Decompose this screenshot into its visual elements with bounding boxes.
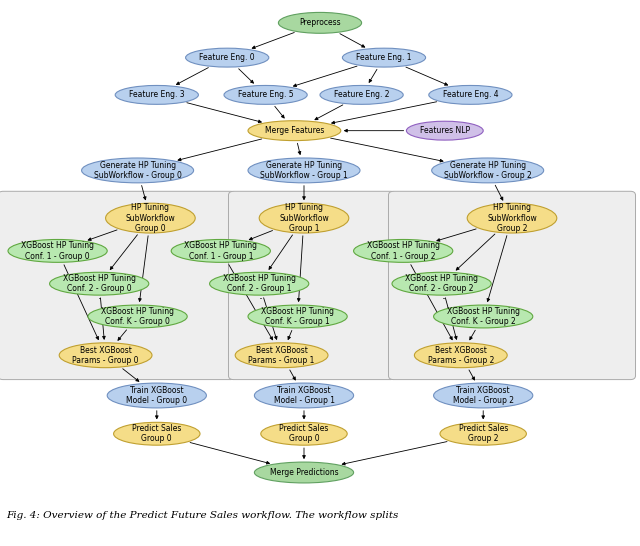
Text: ·: ·	[442, 293, 445, 306]
Ellipse shape	[255, 462, 354, 483]
Text: XGBoost HP Tuning
Conf. 1 - Group 2: XGBoost HP Tuning Conf. 1 - Group 2	[367, 241, 440, 260]
Text: Predict Sales
Group 0: Predict Sales Group 0	[132, 424, 182, 443]
Ellipse shape	[432, 158, 544, 183]
Ellipse shape	[115, 86, 198, 104]
Ellipse shape	[172, 240, 270, 262]
Text: Generate HP Tuning
SubWorkflow - Group 1: Generate HP Tuning SubWorkflow - Group 1	[260, 161, 348, 180]
FancyBboxPatch shape	[228, 191, 396, 379]
Text: Merge Features: Merge Features	[265, 126, 324, 135]
Text: Best XGBoost
Params - Group 0: Best XGBoost Params - Group 0	[72, 346, 139, 365]
Ellipse shape	[255, 383, 354, 408]
Text: Feature Eng. 4: Feature Eng. 4	[443, 91, 498, 99]
Ellipse shape	[108, 383, 206, 408]
Text: XGBoost HP Tuning
Conf. 1 - Group 0: XGBoost HP Tuning Conf. 1 - Group 0	[21, 241, 94, 260]
Text: ·: ·	[97, 293, 101, 306]
Text: Merge Predictions: Merge Predictions	[269, 468, 339, 477]
Text: ·: ·	[259, 293, 262, 306]
Text: Generate HP Tuning
SubWorkflow - Group 2: Generate HP Tuning SubWorkflow - Group 2	[444, 161, 532, 180]
Text: Predict Sales
Group 0: Predict Sales Group 0	[279, 424, 329, 443]
Ellipse shape	[342, 48, 426, 67]
Text: Feature Eng. 0: Feature Eng. 0	[200, 53, 255, 62]
Ellipse shape	[60, 343, 152, 367]
Text: Preprocess: Preprocess	[299, 19, 341, 27]
Ellipse shape	[236, 343, 328, 367]
Text: Train XGBoost
Model - Group 1: Train XGBoost Model - Group 1	[273, 386, 335, 405]
Text: Feature Eng. 2: Feature Eng. 2	[334, 91, 389, 99]
Ellipse shape	[106, 203, 195, 233]
Ellipse shape	[248, 158, 360, 183]
Text: Features NLP: Features NLP	[420, 126, 470, 135]
Ellipse shape	[467, 203, 557, 233]
Ellipse shape	[210, 272, 309, 295]
Text: XGBoost HP Tuning
Conf. 2 - Group 0: XGBoost HP Tuning Conf. 2 - Group 0	[63, 274, 136, 293]
Ellipse shape	[278, 13, 362, 33]
Ellipse shape	[186, 48, 269, 67]
Ellipse shape	[248, 121, 341, 141]
Ellipse shape	[392, 272, 492, 295]
Ellipse shape	[406, 121, 483, 140]
Text: Train XGBoost
Model - Group 2: Train XGBoost Model - Group 2	[452, 386, 514, 405]
Ellipse shape	[353, 240, 453, 262]
Text: Feature Eng. 3: Feature Eng. 3	[129, 91, 184, 99]
Ellipse shape	[224, 86, 307, 104]
Text: Fig. 4: Overview of the Predict Future Sales workflow. The workflow splits: Fig. 4: Overview of the Predict Future S…	[6, 511, 399, 519]
Ellipse shape	[261, 422, 347, 445]
Ellipse shape	[8, 240, 107, 262]
FancyBboxPatch shape	[388, 191, 636, 379]
Ellipse shape	[114, 422, 200, 445]
Text: Generate HP Tuning
SubWorkflow - Group 0: Generate HP Tuning SubWorkflow - Group 0	[93, 161, 182, 180]
Text: Best XGBoost
Params - Group 1: Best XGBoost Params - Group 1	[248, 346, 315, 365]
Ellipse shape	[440, 422, 527, 445]
Ellipse shape	[88, 305, 188, 328]
Text: Best XGBoost
Params - Group 2: Best XGBoost Params - Group 2	[428, 346, 494, 365]
Ellipse shape	[82, 158, 193, 183]
Text: Feature Eng. 1: Feature Eng. 1	[356, 53, 412, 62]
Text: XGBoost HP Tuning
Conf. 2 - Group 2: XGBoost HP Tuning Conf. 2 - Group 2	[405, 274, 478, 293]
Ellipse shape	[248, 305, 348, 328]
Ellipse shape	[415, 343, 507, 367]
Ellipse shape	[434, 383, 532, 408]
Ellipse shape	[429, 86, 512, 104]
FancyBboxPatch shape	[0, 191, 236, 379]
Text: HP Tuning
SubWorkflow
Group 0: HP Tuning SubWorkflow Group 0	[125, 203, 175, 233]
Text: Train XGBoost
Model - Group 0: Train XGBoost Model - Group 0	[126, 386, 188, 405]
Text: XGBoost HP Tuning
Conf. 1 - Group 1: XGBoost HP Tuning Conf. 1 - Group 1	[184, 241, 257, 260]
Text: HP Tuning
SubWorkflow
Group 2: HP Tuning SubWorkflow Group 2	[487, 203, 537, 233]
Ellipse shape	[50, 272, 149, 295]
Text: Predict Sales
Group 2: Predict Sales Group 2	[458, 424, 508, 443]
Text: XGBoost HP Tuning
Conf. K - Group 2: XGBoost HP Tuning Conf. K - Group 2	[447, 307, 520, 326]
Ellipse shape	[320, 86, 403, 104]
Ellipse shape	[259, 203, 349, 233]
Text: XGBoost HP Tuning
Conf. K - Group 0: XGBoost HP Tuning Conf. K - Group 0	[101, 307, 174, 326]
Text: HP Tuning
SubWorkflow
Group 1: HP Tuning SubWorkflow Group 1	[279, 203, 329, 233]
Text: Feature Eng. 5: Feature Eng. 5	[238, 91, 293, 99]
Ellipse shape	[434, 305, 532, 328]
Text: XGBoost HP Tuning
Conf. 2 - Group 1: XGBoost HP Tuning Conf. 2 - Group 1	[223, 274, 296, 293]
Text: XGBoost HP Tuning
Conf. K - Group 1: XGBoost HP Tuning Conf. K - Group 1	[261, 307, 334, 326]
